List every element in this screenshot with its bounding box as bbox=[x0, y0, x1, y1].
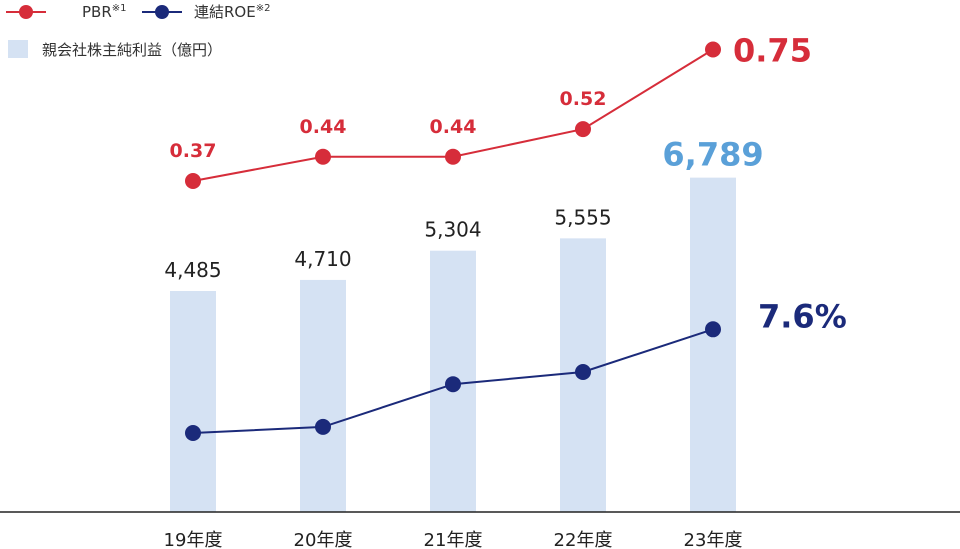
pbr-point bbox=[185, 173, 201, 189]
legend-bar-label: 親会社株主純利益（億円） bbox=[42, 41, 222, 59]
pbr-value-label: 0.75 bbox=[733, 32, 812, 70]
x-tick-label: 19年度 bbox=[164, 530, 223, 549]
legend-item-pbr: PBR※1 bbox=[6, 3, 127, 21]
legend-bar-swatch bbox=[8, 40, 28, 58]
roe-point bbox=[705, 321, 721, 338]
x-tick-label: 20年度 bbox=[294, 530, 353, 549]
legend-roe-note: ※2 bbox=[256, 3, 271, 14]
bar-20年度 bbox=[300, 279, 346, 512]
x-tick-label: 21年度 bbox=[424, 530, 483, 549]
bar-value-label: 5,555 bbox=[554, 205, 611, 229]
bar-value-label: 5,304 bbox=[424, 218, 481, 242]
roe-series: 7.6% bbox=[185, 297, 847, 441]
bar-layer: 4,485 4,710 5,304 5,555 6,789 bbox=[164, 136, 764, 513]
pbr-point bbox=[705, 41, 721, 58]
pbr-point bbox=[315, 148, 331, 165]
x-tick-label: 23年度 bbox=[684, 530, 743, 549]
svg-text:連結ROE※2: 連結ROE※2 bbox=[194, 3, 270, 21]
legend-roe-marker bbox=[155, 5, 169, 19]
roe-last-label: 7.6% bbox=[758, 297, 847, 335]
x-tick-label: 22年度 bbox=[554, 530, 613, 549]
bar-19年度 bbox=[170, 291, 216, 512]
pbr-value-label: 0.37 bbox=[170, 140, 217, 162]
svg-text:PBR※1: PBR※1 bbox=[82, 3, 127, 21]
pbr-point bbox=[445, 148, 461, 165]
roe-point bbox=[575, 364, 591, 380]
pbr-value-label: 0.44 bbox=[300, 116, 347, 138]
roe-point bbox=[445, 376, 461, 393]
legend-pbr-label: PBR bbox=[82, 3, 112, 21]
pbr-series: 0.37 0.44 0.44 0.52 0.75 bbox=[170, 32, 812, 189]
bar-23年度 bbox=[690, 177, 736, 513]
bar-value-label: 4,710 bbox=[294, 247, 351, 271]
x-axis: 19年度 20年度 21年度 22年度 23年度 bbox=[0, 511, 960, 549]
legend-pbr-note: ※1 bbox=[112, 3, 127, 14]
bar-value-label: 6,789 bbox=[662, 136, 763, 174]
pbr-point bbox=[575, 121, 591, 138]
bar-value-label: 4,485 bbox=[164, 258, 221, 282]
pbr-value-label: 0.44 bbox=[430, 116, 477, 138]
roe-point bbox=[315, 418, 331, 435]
pbr-value-label: 0.52 bbox=[560, 88, 607, 110]
legend-item-roe: 連結ROE※2 bbox=[142, 3, 270, 21]
legend: PBR※1 連結ROE※2 親会社株主純利益（億円） bbox=[6, 3, 270, 59]
legend-pbr-marker bbox=[19, 5, 33, 19]
legend-roe-label: 連結ROE bbox=[194, 3, 256, 21]
roe-point bbox=[185, 425, 201, 441]
legend-item-bar: 親会社株主純利益（億円） bbox=[8, 40, 222, 59]
